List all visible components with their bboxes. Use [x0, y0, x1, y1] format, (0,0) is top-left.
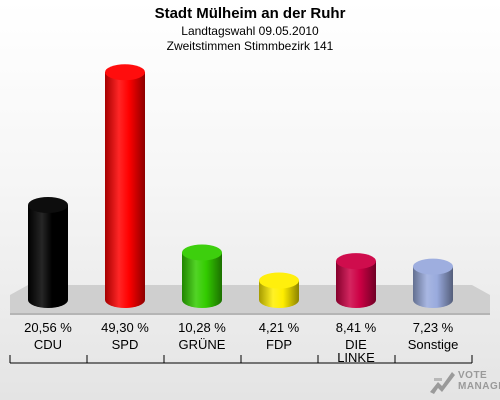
chart-title: Stadt Mülheim an der Ruhr	[154, 5, 346, 22]
bar-top-0	[28, 197, 68, 214]
bar-top-4	[336, 253, 376, 270]
bar-top-5	[413, 258, 453, 275]
logo-line-2: MANAGER	[458, 381, 500, 392]
bar-1	[105, 72, 145, 308]
value-label: 20,56 %	[24, 320, 72, 335]
category-label: GRÜNE	[178, 337, 226, 352]
value-label: 8,41 %	[335, 320, 377, 335]
bar-top-3	[259, 272, 299, 289]
bar-4	[336, 261, 376, 308]
vote-manager-logo-text: VOTE MANAGER	[458, 370, 500, 392]
value-label: 49,30 %	[101, 320, 149, 335]
category-label: DIE LINKE	[337, 337, 375, 365]
bar-2	[182, 252, 222, 308]
bar-top-1	[105, 64, 145, 81]
category-label: CDU	[33, 337, 63, 352]
chart-subtitle-election: Landtagswahl 09.05.2010	[181, 24, 319, 38]
category-label: SPD	[111, 337, 139, 352]
category-label: FDP	[266, 337, 292, 352]
logo-line-1: VOTE	[458, 370, 488, 381]
bar-0	[28, 205, 68, 308]
value-label: 7,23 %	[412, 320, 454, 335]
value-label: 10,28 %	[178, 320, 226, 335]
bar-5	[413, 266, 453, 308]
category-label: Sonstige	[407, 337, 459, 352]
chart-subtitle-district: Zweitstimmen Stimmbezirk 141	[166, 39, 334, 53]
value-label: 4,21 %	[258, 320, 300, 335]
bar-top-2	[182, 244, 222, 261]
chart-floor-edge	[10, 313, 490, 315]
vote-manager-logo-icon	[430, 372, 455, 394]
